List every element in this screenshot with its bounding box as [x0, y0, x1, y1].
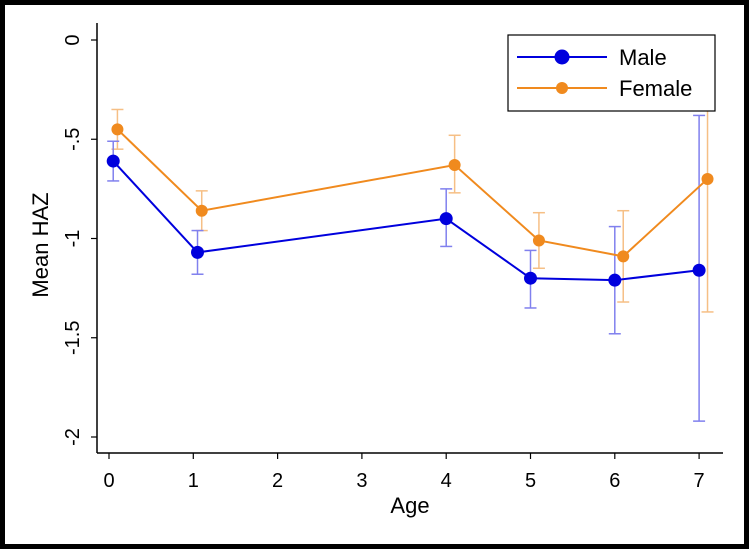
x-axis-label: Age [390, 493, 429, 518]
legend-female-label: Female [619, 76, 692, 101]
x-tick-label: 5 [525, 470, 536, 492]
y-tick-label: 0 [62, 34, 84, 45]
male-data-point [191, 245, 205, 259]
x-ticks: 0 1 2 3 4 5 6 7 [103, 453, 705, 492]
y-axis-label: Mean HAZ [28, 192, 53, 297]
male-series-line [112, 160, 700, 282]
female-data-point [617, 250, 630, 263]
x-tick-label: 1 [188, 470, 199, 492]
chart: 0 -.5 -1 -1.5 -2 0 1 2 3 4 5 6 7 Age Mean HAZ Male … [28, 23, 723, 518]
legend-box [507, 34, 716, 112]
series-lines [112, 128, 709, 282]
female-data-point [701, 172, 714, 185]
legend-female-marker [556, 82, 568, 94]
legend-male-label: Male [619, 45, 667, 70]
chart-frame: 0 -.5 -1 -1.5 -2 0 1 2 3 4 5 6 7 Age Mean HAZ Male … [5, 5, 744, 544]
male-data-point [439, 212, 453, 226]
female-data-point [111, 123, 124, 136]
y-tick-label: -2 [62, 428, 84, 446]
y-tick-label: -.5 [62, 128, 84, 151]
female-data-point [448, 159, 461, 172]
series-markers [106, 123, 714, 287]
legend: Male Female [507, 34, 716, 112]
x-tick-label: 3 [356, 470, 367, 492]
x-tick-label: 0 [103, 470, 114, 492]
male-data-point [524, 271, 537, 285]
female-series-line [116, 128, 709, 258]
y-tick-label: -1.5 [62, 321, 84, 355]
x-tick-label: 4 [441, 470, 452, 492]
y-ticks: 0 -.5 -1 -1.5 -2 [62, 34, 97, 446]
female-data-point [195, 204, 208, 217]
y-tick-label: -1 [62, 230, 84, 248]
x-tick-label: 6 [609, 470, 620, 492]
x-tick-label: 2 [272, 470, 283, 492]
male-data-point [692, 263, 706, 277]
female-data-point [532, 234, 545, 247]
error-bars [107, 108, 714, 422]
x-tick-label: 7 [694, 470, 705, 492]
male-data-point [608, 273, 622, 287]
legend-male-marker [554, 49, 570, 65]
male-data-point [106, 154, 120, 168]
